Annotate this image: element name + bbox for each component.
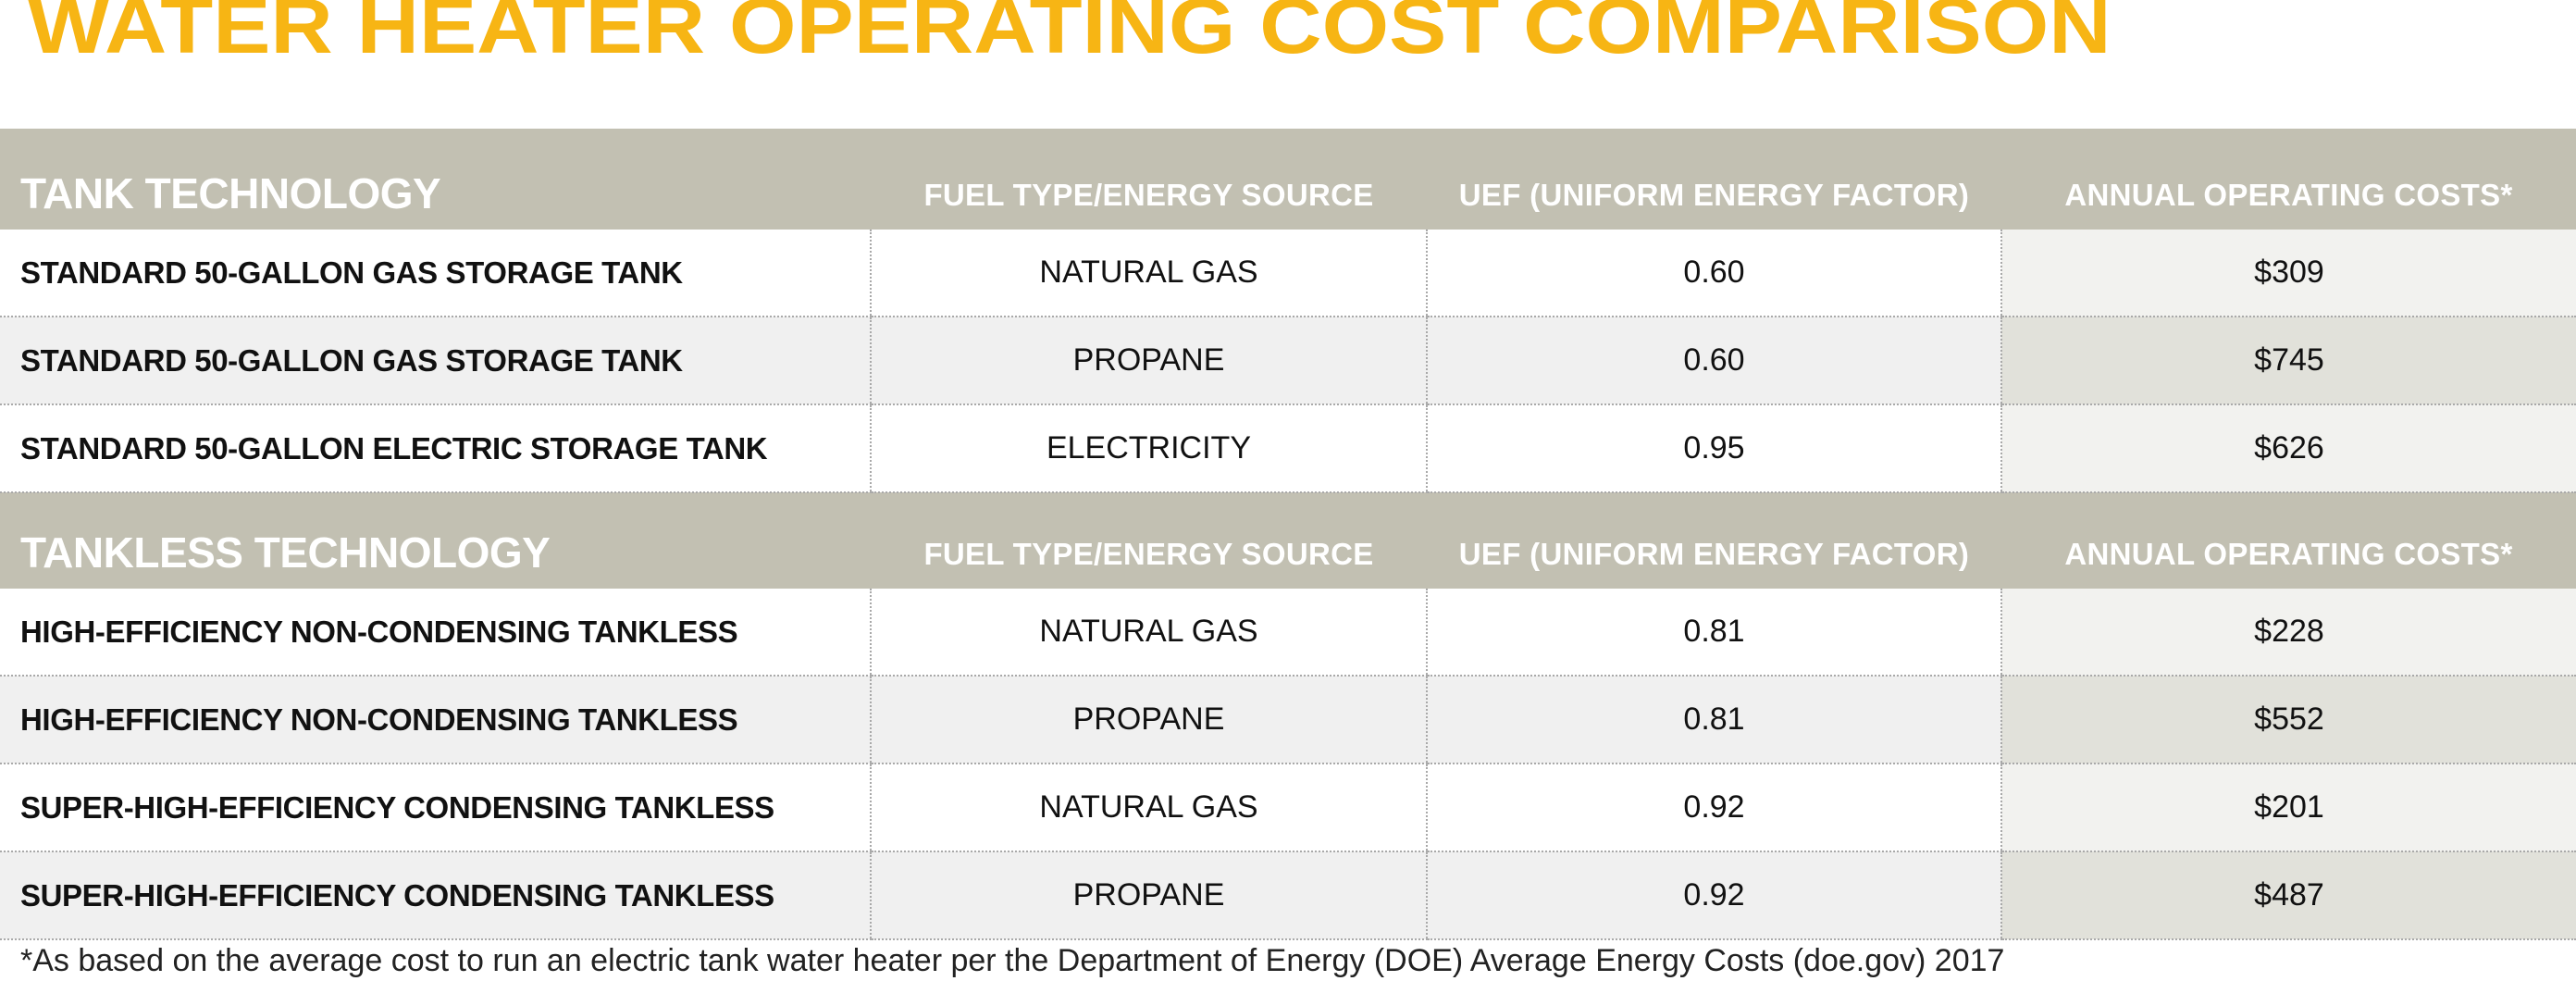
table-row: HIGH-EFFICIENCY NON-CONDENSING TANKLESS N… <box>0 589 2576 677</box>
uef-cell: 0.95 <box>1426 404 2001 493</box>
annual-cost-cell: $745 <box>2000 317 2576 405</box>
uef-cell: 0.81 <box>1426 676 2001 764</box>
table-row: STANDARD 50-GALLON GAS STORAGE TANK PROPA… <box>0 317 2576 405</box>
column-header: ANNUAL OPERATING COSTS* <box>2064 178 2513 212</box>
column-header-cell: ANNUAL OPERATING COSTS* <box>2001 129 2576 230</box>
column-header: UEF (UNIFORM ENERGY FACTOR) <box>1458 178 1970 212</box>
heater-name-cell: SUPER-HIGH-EFFICIENCY CONDENSING TANKLES… <box>0 764 871 852</box>
footnote: *As based on the average cost to run an … <box>20 943 2005 978</box>
annual-cost-cell: $309 <box>2000 230 2576 317</box>
group-header-row: TANKLESS TECHNOLOGY FUEL TYPE/ENERGY SOUR… <box>0 492 2576 589</box>
column-header: ANNUAL OPERATING COSTS* <box>2064 537 2513 571</box>
column-header-cell: FUEL TYPE/ENERGY SOURCE <box>871 129 1427 230</box>
heater-name-cell: HIGH-EFFICIENCY NON-CONDENSING TANKLESS <box>0 676 871 764</box>
table-row: STANDARD 50-GALLON ELECTRIC STORAGE TANK… <box>0 404 2576 493</box>
column-header-cell: UEF (UNIFORM ENERGY FACTOR) <box>1427 492 2001 589</box>
heater-name-cell: STANDARD 50-GALLON GAS STORAGE TANK <box>0 317 871 405</box>
annual-cost-cell: $552 <box>2000 676 2576 764</box>
group-header-row: TANK TECHNOLOGY FUEL TYPE/ENERGY SOURCE UE… <box>0 129 2576 230</box>
group-header-cell: TANK TECHNOLOGY <box>0 129 871 230</box>
column-header-cell: FUEL TYPE/ENERGY SOURCE <box>871 492 1427 589</box>
uef-cell: 0.92 <box>1426 851 2001 940</box>
uef-cell: 0.60 <box>1426 230 2001 317</box>
uef-cell: 0.92 <box>1426 764 2001 852</box>
annual-cost-cell: $228 <box>2000 589 2576 677</box>
heater-name-cell: STANDARD 50-GALLON GAS STORAGE TANK <box>0 230 871 317</box>
page-title: WATER HEATER OPERATING COST COMPARISON <box>28 0 2112 69</box>
column-header: FUEL TYPE/ENERGY SOURCE <box>923 178 1374 212</box>
heater-name-cell: SUPER-HIGH-EFFICIENCY CONDENSING TANKLES… <box>0 851 871 940</box>
fuel-type-cell: ELECTRICITY <box>870 404 1427 493</box>
fuel-type-cell: PROPANE <box>870 676 1427 764</box>
fuel-type-cell: NATURAL GAS <box>870 589 1427 677</box>
column-header: UEF (UNIFORM ENERGY FACTOR) <box>1458 537 1970 571</box>
column-header-cell: UEF (UNIFORM ENERGY FACTOR) <box>1427 129 2001 230</box>
table-body: TANK TECHNOLOGY FUEL TYPE/ENERGY SOURCE UE… <box>0 129 2576 940</box>
annual-cost-cell: $201 <box>2000 764 2576 852</box>
uef-cell: 0.81 <box>1426 589 2001 677</box>
fuel-type-cell: PROPANE <box>870 317 1427 405</box>
uef-cell: 0.60 <box>1426 317 2001 405</box>
table-row: STANDARD 50-GALLON GAS STORAGE TANK NATUR… <box>0 230 2576 317</box>
group-title: TANKLESS TECHNOLOGY <box>20 528 551 577</box>
fuel-type-cell: NATURAL GAS <box>870 230 1427 317</box>
fuel-type-cell: NATURAL GAS <box>870 764 1427 852</box>
annual-cost-cell: $626 <box>2000 404 2576 493</box>
cost-comparison-table: TANK TECHNOLOGY FUEL TYPE/ENERGY SOURCE UE… <box>0 129 2576 940</box>
fuel-type-cell: PROPANE <box>870 851 1427 940</box>
annual-cost-cell: $487 <box>2000 851 2576 940</box>
group-header-cell: TANKLESS TECHNOLOGY <box>0 492 871 589</box>
column-header: FUEL TYPE/ENERGY SOURCE <box>923 537 1374 571</box>
column-header-cell: ANNUAL OPERATING COSTS* <box>2001 492 2576 589</box>
table-row: HIGH-EFFICIENCY NON-CONDENSING TANKLESS P… <box>0 676 2576 764</box>
heater-name-cell: HIGH-EFFICIENCY NON-CONDENSING TANKLESS <box>0 589 871 677</box>
table-row: SUPER-HIGH-EFFICIENCY CONDENSING TANKLES… <box>0 764 2576 852</box>
group-title: TANK TECHNOLOGY <box>20 169 441 217</box>
table-row: SUPER-HIGH-EFFICIENCY CONDENSING TANKLES… <box>0 851 2576 940</box>
heater-name-cell: STANDARD 50-GALLON ELECTRIC STORAGE TANK <box>0 404 871 493</box>
